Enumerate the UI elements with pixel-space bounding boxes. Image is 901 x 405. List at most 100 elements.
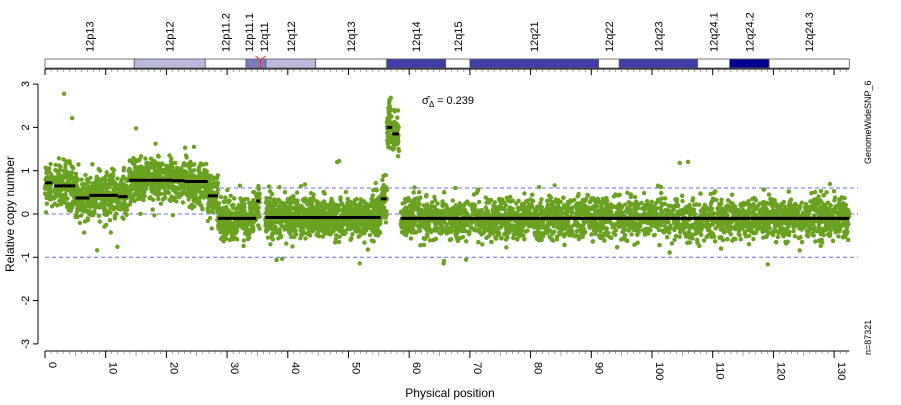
data-point	[102, 224, 106, 228]
data-point	[283, 190, 287, 194]
data-point	[264, 211, 268, 215]
data-point	[368, 224, 372, 228]
data-point	[150, 207, 154, 211]
data-point	[200, 207, 204, 211]
cytoband-label: 12p13	[85, 21, 97, 52]
data-point	[122, 198, 126, 202]
data-point	[189, 169, 193, 173]
data-point	[231, 233, 235, 237]
data-point	[362, 240, 366, 244]
cytoband-12q24.1	[698, 59, 730, 68]
data-point	[340, 208, 344, 212]
data-point	[277, 185, 281, 189]
data-point	[326, 231, 330, 235]
data-point	[132, 161, 136, 165]
data-point	[389, 96, 393, 100]
data-point	[98, 219, 102, 223]
data-point	[307, 232, 311, 236]
data-point	[103, 183, 107, 187]
data-point	[184, 153, 188, 157]
data-point	[464, 239, 468, 243]
data-point	[157, 154, 161, 158]
data-point	[270, 192, 274, 196]
data-point	[186, 162, 190, 166]
data-point	[280, 257, 284, 261]
data-point	[358, 261, 362, 265]
data-point	[453, 186, 457, 190]
data-point	[156, 167, 160, 171]
data-point	[172, 169, 176, 173]
data-point	[167, 167, 171, 171]
data-point	[819, 189, 823, 193]
data-point	[47, 195, 51, 199]
data-point	[251, 229, 255, 233]
data-point	[226, 224, 230, 228]
data-point	[311, 196, 315, 200]
data-point	[295, 190, 299, 194]
data-point	[89, 200, 93, 204]
data-point	[141, 190, 145, 194]
data-point	[171, 196, 175, 200]
cytoband-12q24.3	[769, 59, 849, 68]
cytoband-12q11	[260, 59, 265, 68]
data-point	[273, 225, 277, 229]
data-point	[642, 191, 646, 195]
data-point	[163, 196, 167, 200]
data-point	[221, 210, 225, 214]
data-point	[739, 237, 743, 241]
cytoband-12q22	[599, 59, 620, 68]
data-point	[124, 213, 128, 217]
data-point	[295, 201, 299, 205]
data-point	[351, 211, 355, 215]
data-point	[112, 168, 116, 172]
cytoband-12p13	[45, 59, 134, 68]
data-point	[384, 209, 388, 213]
data-point	[78, 221, 82, 225]
cytoband-label: 12q23	[653, 21, 665, 52]
data-point	[396, 147, 400, 151]
data-point	[322, 228, 326, 232]
data-point	[301, 227, 305, 231]
data-point	[359, 230, 363, 234]
data-point	[381, 174, 385, 178]
data-point	[47, 190, 51, 194]
data-point	[70, 170, 74, 174]
data-point	[103, 212, 107, 216]
cytoband-12q14	[387, 59, 446, 68]
data-point	[368, 233, 372, 237]
data-point	[334, 211, 338, 215]
data-point	[290, 244, 294, 248]
data-point	[192, 162, 196, 166]
data-point	[100, 188, 104, 192]
data-point	[53, 202, 57, 206]
data-point	[120, 177, 124, 181]
data-point	[680, 199, 684, 203]
cytoband-label: 12q24.2	[744, 12, 756, 52]
data-point	[210, 210, 214, 214]
data-point	[90, 162, 94, 166]
data-point	[144, 164, 148, 168]
data-point	[832, 189, 836, 193]
data-point	[173, 161, 177, 165]
data-point	[160, 161, 164, 165]
data-point	[338, 195, 342, 199]
data-point	[668, 223, 672, 227]
data-point	[120, 189, 124, 193]
data-point	[751, 237, 755, 241]
cytoband-label: 12q15	[453, 21, 465, 52]
data-point	[522, 191, 526, 195]
data-point	[246, 221, 250, 225]
data-point	[62, 92, 66, 96]
data-point	[209, 183, 213, 187]
data-point	[152, 182, 156, 186]
data-point	[284, 225, 288, 229]
data-point	[299, 232, 303, 236]
data-point	[275, 208, 279, 212]
data-point	[303, 182, 307, 186]
data-point	[477, 200, 481, 204]
data-point	[257, 226, 261, 230]
data-point	[76, 205, 80, 209]
data-point	[267, 184, 271, 188]
cytoband-label: 12q21	[529, 21, 541, 52]
